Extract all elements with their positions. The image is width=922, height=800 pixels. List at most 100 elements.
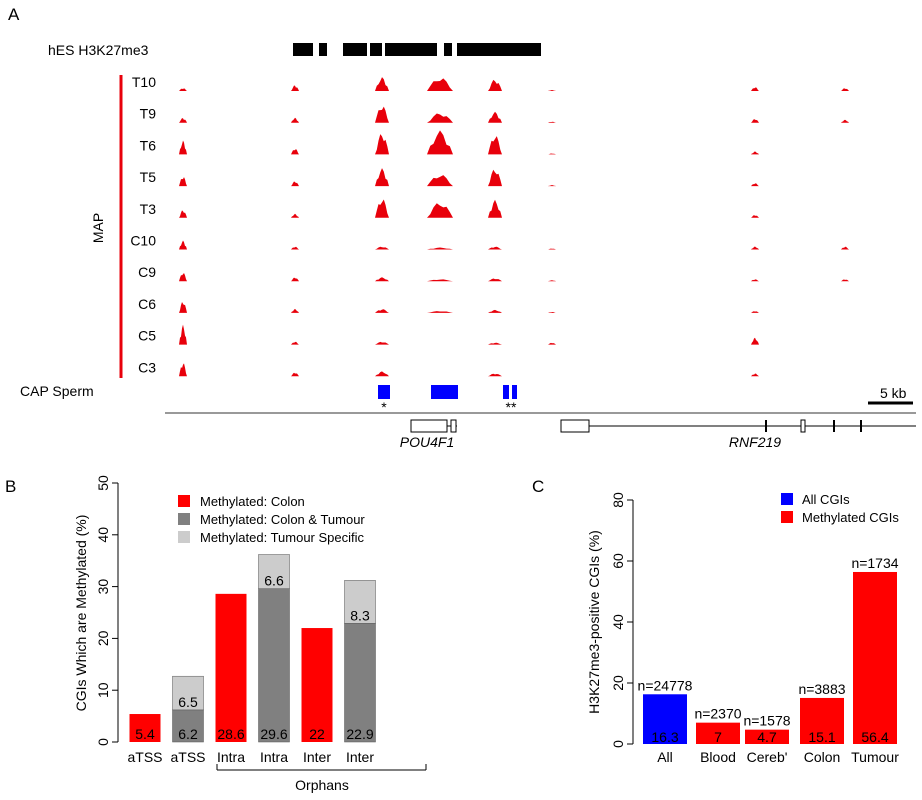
bar-top-value-label: 6.5 (178, 694, 198, 710)
signal-peak (179, 324, 187, 345)
stacked-bar-base (215, 593, 247, 742)
h3k27-domain (457, 43, 541, 56)
y-tick-label: 60 (610, 553, 626, 569)
signal-peak (179, 210, 187, 218)
signal-peak (488, 246, 502, 250)
y-tick-label: 10 (95, 682, 111, 698)
signal-peak (291, 213, 299, 218)
signal-peak (488, 342, 502, 345)
signal-peak (548, 121, 556, 123)
panel-a: A hES H3K27me3 MAP T10 T9 T6 T5 T3 C10 C9 C6 C5 C… (8, 5, 916, 450)
track-label: T10 (132, 74, 156, 90)
legend-swatch (781, 511, 793, 523)
signal-peak (291, 117, 299, 123)
stacked-bar-top (344, 580, 376, 624)
bar-base-value-label: 22 (309, 726, 325, 742)
bar-base-value-label: 5.4 (135, 726, 155, 742)
signal-peak (751, 373, 759, 377)
bar (853, 571, 897, 744)
signal-peak (488, 111, 502, 123)
signal-peak (375, 168, 389, 187)
x-tick-label: Colon (804, 749, 841, 765)
panel-c-label: C (532, 477, 544, 496)
h3k27-domain (319, 43, 327, 56)
x-tick-label: Intra (260, 749, 288, 765)
gene-model-pou4f1 (410, 419, 457, 433)
legend-entry: Methylated: Colon (200, 494, 305, 509)
signal-peak (548, 153, 556, 155)
y-tick-label: 40 (95, 527, 111, 543)
signal-peak (291, 372, 299, 377)
h3k27-domain (385, 43, 437, 56)
signal-peak (488, 199, 502, 218)
signal-peak (291, 85, 299, 91)
panel-b-bars: 5.4 6.2 6.5 28.6 29.6 6.6 22 22.9 8.3 (129, 554, 376, 743)
signal-peak (291, 308, 299, 313)
bar-base-value-label: 6.2 (178, 726, 198, 742)
track-label: C10 (130, 233, 156, 249)
signal-peak (179, 140, 187, 155)
track-label: T3 (140, 201, 157, 217)
signal-peak (751, 151, 759, 155)
signal-peak (548, 342, 556, 345)
x-tick-label: aTSS (127, 749, 162, 765)
h3k27-domain (293, 43, 313, 56)
signal-peak (751, 183, 759, 187)
x-tick-label: Inter (303, 749, 331, 765)
h3k27-domain (444, 43, 452, 56)
y-tick-label: 40 (610, 614, 626, 630)
cap-star-single: * (381, 399, 387, 415)
cap-sperm-regions (378, 385, 517, 399)
signal-peak (488, 79, 502, 91)
x-tick-label: All (657, 749, 673, 765)
signal-peak (179, 88, 187, 91)
panel-b: B CGIs Which are Methylated (%) 0 10 20 30 4… (5, 475, 427, 793)
bar (696, 722, 740, 744)
panel-a-label: A (8, 5, 20, 24)
signal-peak (375, 277, 389, 282)
bar-value-label: 7 (714, 729, 722, 745)
cap-region (431, 385, 458, 399)
y-tick-label: 50 (95, 475, 111, 491)
signal-peak (488, 136, 502, 155)
signal-peak (751, 119, 759, 123)
legend-swatch (178, 513, 190, 525)
stacked-bar-base (301, 628, 333, 742)
signal-peak (291, 277, 299, 282)
h3k27-domain (343, 43, 367, 56)
stacked-bar-top (172, 675, 204, 711)
bar-base-value-label: 22.9 (346, 726, 373, 742)
signal-peak (488, 309, 502, 313)
bar-n-label: n=2370 (694, 706, 741, 722)
track-label: T6 (140, 137, 157, 153)
bar-value-label: 15.1 (808, 729, 835, 745)
panel-c-legend: All CGIs Methylated CGIs (781, 492, 899, 525)
signal-peak (427, 279, 453, 282)
stacked-bar-top (258, 554, 290, 589)
track-label: T5 (140, 169, 157, 185)
gene-label-rnf219: RNF219 (729, 434, 781, 450)
track-label: C5 (138, 328, 156, 344)
bar-base-value-label: 28.6 (217, 726, 244, 742)
track-labels: T10 T9 T6 T5 T3 C10 C9 C6 C5 C3 (130, 74, 156, 375)
signal-peak (751, 337, 759, 345)
signal-peak (488, 373, 502, 377)
bar-n-label: n=1578 (743, 713, 790, 729)
track-peaks (179, 77, 849, 377)
panel-b-legend: Methylated: Colon Methylated: Colon & Tum… (178, 494, 365, 545)
h3k27-bars (293, 43, 541, 56)
signal-peak (751, 246, 759, 250)
signal-peak (375, 371, 389, 377)
bar (800, 697, 844, 744)
y-tick-label: 0 (95, 738, 111, 746)
signal-peak (548, 280, 556, 282)
signal-peak (375, 134, 389, 155)
cap-region (503, 385, 509, 399)
bar-top-value-label: 6.6 (264, 573, 284, 589)
panel-b-label: B (5, 477, 16, 496)
signal-peak (427, 311, 453, 313)
bar-top-value-label: 8.3 (350, 607, 370, 623)
h3k27-domain (370, 43, 382, 56)
bar-n-label: n=1734 (851, 555, 898, 571)
y-tick-label: 80 (610, 492, 626, 508)
